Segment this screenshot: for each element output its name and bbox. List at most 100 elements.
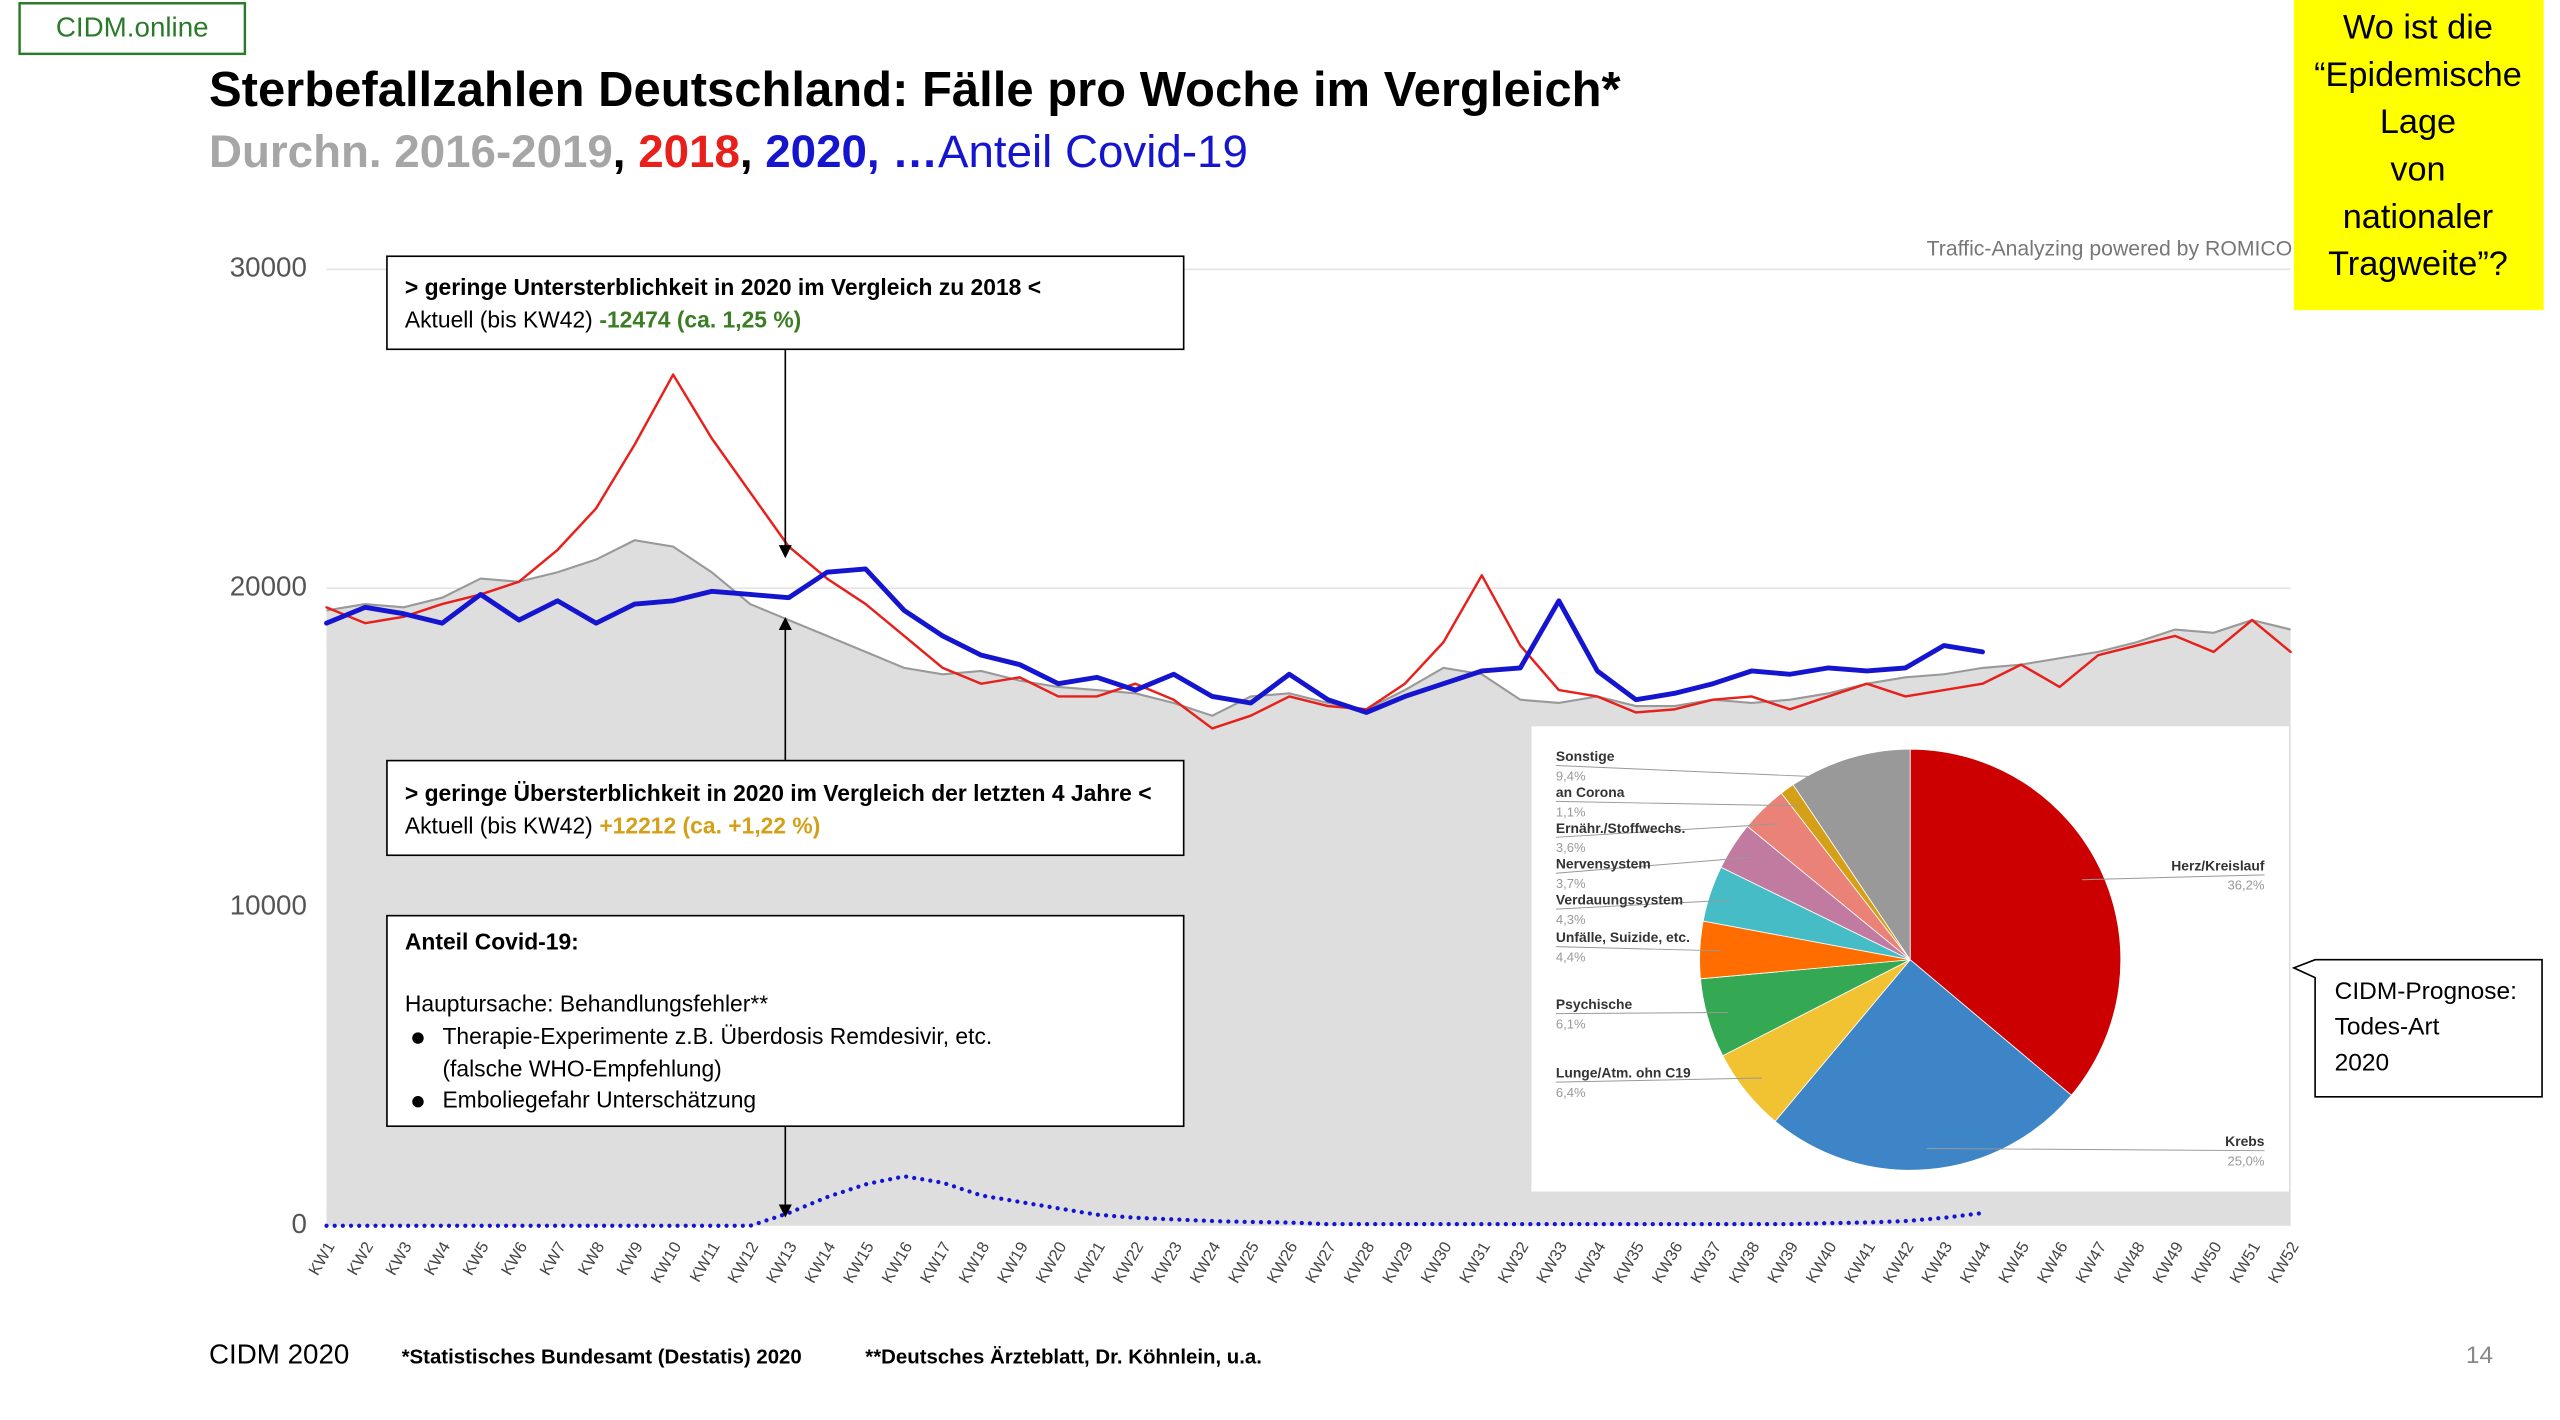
pie-value-label: 9,4% xyxy=(1556,768,1586,783)
area-line xyxy=(326,539,2291,717)
arrow-head xyxy=(778,1204,792,1218)
pie-value-label: 1,1% xyxy=(1556,804,1586,819)
arrow-head xyxy=(778,545,792,559)
annotation-text: Hauptursache: Behandlungsfehler** xyxy=(405,990,768,1016)
x-tick-label: KW20 xyxy=(1033,1239,1071,1286)
callout-line: nationaler xyxy=(2343,198,2494,236)
x-tick-label: KW31 xyxy=(1456,1239,1494,1286)
pie-value-label: 3,7% xyxy=(1556,876,1586,891)
line xyxy=(324,566,1985,715)
pie-label: Verdauungssystem xyxy=(1556,892,1683,908)
x-tick-label: KW40 xyxy=(1803,1239,1841,1286)
prognosis-box xyxy=(2291,958,2543,1098)
bullet-text: (falsche WHO-Empfehlung) xyxy=(442,1056,721,1082)
legend-entry: 2020 xyxy=(765,126,867,177)
x-tick-label: KW46 xyxy=(2034,1239,2072,1286)
legend-separator: , xyxy=(613,126,638,177)
pie-value-label: 6,1% xyxy=(1556,1016,1586,1031)
pie-value-label: 4,4% xyxy=(1556,950,1586,965)
prognosis-line: CIDM-Prognose: xyxy=(2335,978,2517,1005)
x-tick-label: KW7 xyxy=(536,1239,569,1279)
x-tick-label: KW49 xyxy=(2149,1239,2187,1286)
watermark: Traffic-Analyzing powered by ROMICO xyxy=(1927,237,2293,260)
y-tick-label: 30000 xyxy=(230,252,307,283)
callout: Wo ist die “Epidemische Lage von nationaler T… xyxy=(2314,8,2522,283)
annotation-highlight: -12474 (ca. 1,25 %) xyxy=(599,307,801,333)
x-tick-label: KW8 xyxy=(575,1239,608,1279)
x-tick-label: KW45 xyxy=(1995,1239,2033,1286)
page-number: 14 xyxy=(2466,1342,2493,1369)
pie-chart: Herz/Kreislauf 36,2% Krebs 25,0% Lunge/Atm. … xyxy=(1531,726,2289,1192)
title: Sterbefallzahlen Deutschland: Fälle pro … xyxy=(209,63,1622,117)
x-tick-label: KW43 xyxy=(1918,1239,1956,1286)
pie-label: Unfälle, Suizide, etc. xyxy=(1556,929,1690,945)
pie-label: Sonstige xyxy=(1556,748,1615,764)
leader-line xyxy=(1555,800,1800,807)
x-tick-label: KW4 xyxy=(421,1239,454,1279)
x-tick-label: KW29 xyxy=(1379,1239,1417,1286)
logo-box xyxy=(18,2,247,56)
x-tick-label: KW12 xyxy=(724,1239,762,1286)
pie-label: Krebs xyxy=(2225,1133,2265,1149)
leader-line xyxy=(1555,765,1856,779)
x-tick-label: KW6 xyxy=(498,1239,531,1279)
pie-slice xyxy=(1774,959,2072,1171)
callout-line: von xyxy=(2390,150,2445,188)
pie-value-label: 36,2% xyxy=(2227,878,2264,893)
annotation-text: Aktuell (bis KW42) xyxy=(405,813,593,839)
pie-label: Lunge/Atm. ohn C19 xyxy=(1556,1065,1691,1081)
x-tick-label: KW38 xyxy=(1726,1239,1764,1286)
y-tick-label: 0 xyxy=(291,1208,306,1239)
annotation-text: Aktuell (bis KW42) +12212 (ca. +1,22 %) xyxy=(405,813,820,839)
bullet-text: Therapie-Experimente z.B. Überdosis Remd… xyxy=(442,1023,992,1049)
callout-line: “Epidemische xyxy=(2314,56,2522,94)
callout-line: Lage xyxy=(2380,103,2456,141)
x-tick-label: KW17 xyxy=(917,1239,955,1286)
x-tick-label: KW51 xyxy=(2226,1239,2264,1286)
annotation-heading: > geringe Übersterblichkeit in 2020 im V… xyxy=(405,780,1152,806)
x-tick-label: KW42 xyxy=(1880,1239,1918,1286)
callout-line: Tragweite”? xyxy=(2328,245,2508,283)
pie-label: an Corona xyxy=(1556,784,1625,800)
bullet-text: Emboliegefahr Unterschätzung xyxy=(442,1087,756,1113)
leader-line xyxy=(1555,899,1731,910)
bullet xyxy=(412,1032,424,1044)
x-tick-label: KW15 xyxy=(840,1239,878,1286)
x-tick-label: KW24 xyxy=(1187,1239,1225,1286)
annotation-box xyxy=(386,255,1185,351)
x-tick-label: KW28 xyxy=(1341,1239,1379,1286)
x-tick-label: KW50 xyxy=(2188,1239,2226,1286)
pie-value-label: 25,0% xyxy=(2227,1154,2264,1169)
legend-separator: , … xyxy=(867,126,938,177)
x-tick-label: KW3 xyxy=(382,1239,415,1279)
annotation-heading: Anteil Covid-19: xyxy=(405,928,579,954)
x-tick-label: KW25 xyxy=(1225,1239,1263,1286)
callout-box xyxy=(2293,0,2544,311)
x-tick-label: KW33 xyxy=(1533,1239,1571,1286)
x-tick-label: KW11 xyxy=(687,1239,724,1285)
x-tick-label: KW34 xyxy=(1572,1239,1610,1286)
x-tick-label: KW32 xyxy=(1495,1239,1533,1286)
footer-source: **Deutsches Ärzteblatt, Dr. Köhnlein, u.… xyxy=(865,1345,1262,1368)
x-tick-label: KW44 xyxy=(1957,1239,1995,1286)
x-tick-label: KW52 xyxy=(2265,1239,2303,1286)
leader-line xyxy=(1926,1148,2265,1152)
leader-line xyxy=(1555,1011,1729,1015)
legend-entry: Durchn. 2016-2019 xyxy=(209,126,613,177)
pie-label: Ernähr./Stoffwechs. xyxy=(1556,820,1685,836)
line xyxy=(324,1174,1985,1228)
x-tick-label: KW21 xyxy=(1071,1239,1109,1286)
pie-slice xyxy=(1792,748,1911,962)
footer-brand: CIDM 2020 xyxy=(209,1339,349,1370)
pie-value-label: 4,3% xyxy=(1556,912,1586,927)
x-tick-label: KW18 xyxy=(956,1239,994,1286)
annotation-box xyxy=(386,759,1185,857)
x-tick-label: KW9 xyxy=(613,1239,646,1279)
line xyxy=(325,373,2292,730)
x-tick-label: KW14 xyxy=(801,1239,839,1286)
callout-line: Wo ist die xyxy=(2343,8,2493,46)
leader-line xyxy=(2082,874,2265,881)
annotation-text: Aktuell (bis KW42) -12474 (ca. 1,25 %) xyxy=(405,307,801,333)
pie-label: Nervensystem xyxy=(1556,856,1651,872)
